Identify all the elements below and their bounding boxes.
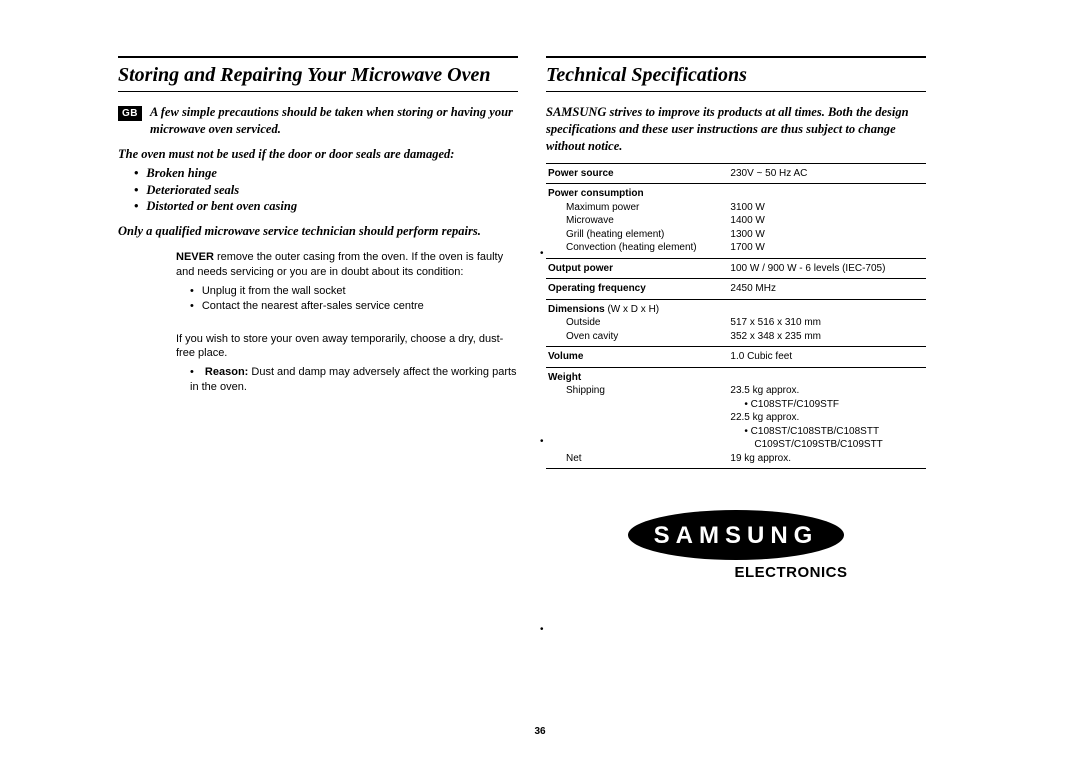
spec-row: Power consumption Maximum power Microwav…: [546, 184, 926, 259]
right-title: Technical Specifications: [546, 62, 926, 91]
spec-row: Output power 100 W / 900 W - 6 levels (I…: [546, 258, 926, 279]
spec-row: Dimensions (W x D x H) Outside Oven cavi…: [546, 299, 926, 347]
spec-table: Power source 230V ~ 50 Hz AC Power consu…: [546, 163, 926, 470]
warning-list: Broken hinge Deteriorated seals Distorte…: [118, 165, 518, 216]
gb-badge: GB: [118, 106, 142, 121]
reason-item: Reason: Dust and damp may adversely affe…: [190, 365, 518, 395]
left-title: Storing and Repairing Your Microwave Ove…: [118, 62, 518, 91]
reason-list: Reason: Dust and damp may adversely affe…: [176, 365, 518, 395]
binding-dot: •: [540, 248, 544, 259]
spec-row: Operating frequency 2450 MHz: [546, 279, 926, 300]
logo-subtext: ELECTRONICS: [546, 564, 926, 581]
svg-text:SAMSUNG: SAMSUNG: [654, 522, 819, 549]
warn-item: Broken hinge: [134, 165, 518, 182]
warn-item: Deteriorated seals: [134, 182, 518, 199]
spec-row: Power source 230V ~ 50 Hz AC: [546, 163, 926, 184]
qualified-note: Only a qualified microwave service techn…: [118, 223, 518, 240]
left-intro: A few simple precautions should be taken…: [150, 104, 518, 138]
never-list: Unplug it from the wall socket Contact t…: [176, 284, 518, 314]
binding-dot: •: [540, 624, 544, 635]
warn-item: Distorted or bent oven casing: [134, 198, 518, 215]
never-paragraph: NEVER remove the outer casing from the o…: [176, 250, 518, 280]
right-intro: SAMSUNG strives to improve its products …: [546, 104, 926, 155]
door-warning: The oven must not be used if the door or…: [118, 146, 518, 163]
page-number: 36: [0, 726, 1080, 737]
samsung-logo: SAMSUNG ELECTRONICS: [546, 509, 926, 581]
never-item: Unplug it from the wall socket: [190, 284, 518, 299]
binding-dot: •: [540, 436, 544, 447]
never-item: Contact the nearest after-sales service …: [190, 299, 518, 314]
store-paragraph: If you wish to store your oven away temp…: [176, 332, 518, 362]
spec-row: Weight Shipping Net 23.5 kg approx. C108…: [546, 367, 926, 469]
spec-row: Volume 1.0 Cubic feet: [546, 347, 926, 368]
